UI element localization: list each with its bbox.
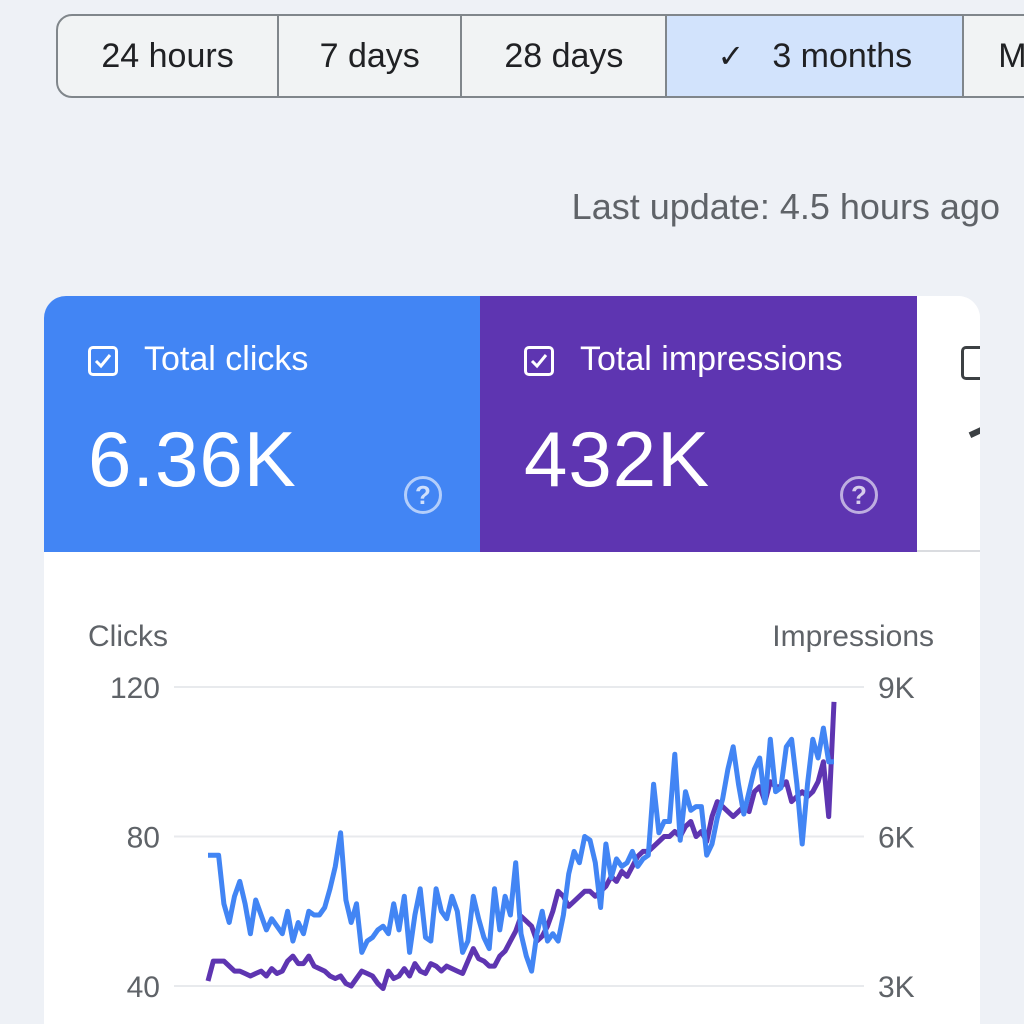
checkbox-unchecked-icon[interactable]: [961, 346, 980, 380]
range-7-days-button[interactable]: 7 days: [279, 16, 463, 96]
range-label: 28 days: [504, 36, 624, 75]
help-icon[interactable]: ?: [404, 476, 442, 514]
clicks-series-line: [208, 725, 834, 974]
y-left-tick-label: 120: [110, 672, 160, 705]
grid-lines: 120 9K 80 6K 40 3K: [110, 672, 915, 1004]
range-label: 7 days: [319, 36, 420, 75]
performance-chart: Clicks Impressions 120 9K 80 6K 40 3K: [44, 552, 980, 1024]
partial-metric-tile[interactable]: [917, 296, 980, 552]
checkbox-checked-icon[interactable]: [524, 346, 554, 376]
help-icon[interactable]: ?: [840, 476, 878, 514]
range-3-months-button[interactable]: ✓ 3 months: [667, 16, 965, 96]
y-left-tick-label: 40: [127, 971, 160, 1004]
total-impressions-tile[interactable]: Total impressions 432K ?: [480, 296, 917, 552]
metric-value: 6.36K: [88, 415, 297, 503]
date-range-selector: 24 hours 7 days 28 days ✓ 3 months M: [56, 14, 1024, 98]
total-clicks-tile[interactable]: Total clicks 6.36K ?: [44, 296, 480, 552]
impressions-series-line: [205, 701, 837, 991]
y-right-tick-label: 3K: [878, 971, 915, 1004]
y-left-tick-label: 80: [127, 822, 160, 855]
y-right-tick-label: 6K: [878, 822, 915, 855]
range-label: 3 months: [772, 36, 913, 75]
range-24-hours-button[interactable]: 24 hours: [58, 16, 280, 96]
range-28-days-button[interactable]: 28 days: [462, 16, 668, 96]
y-right-axis-label: Impressions: [772, 620, 934, 653]
y-right-tick-label: 9K: [878, 672, 915, 705]
performance-card: Total clicks 6.36K ? Total impressions 4…: [44, 296, 980, 1024]
line-chart: Clicks Impressions 120 9K 80 6K 40 3K: [88, 620, 934, 1004]
range-label: 24 hours: [101, 36, 234, 75]
check-icon: ✓: [717, 38, 745, 74]
metric-value-fragment: [968, 424, 980, 438]
checkbox-checked-icon[interactable]: [88, 346, 118, 376]
range-more-button[interactable]: M: [964, 16, 1024, 96]
metric-label: Total impressions: [580, 340, 843, 378]
last-update-text: Last update: 4.5 hours ago: [571, 186, 1000, 227]
y-left-axis-label: Clicks: [88, 620, 168, 653]
range-label: M: [998, 36, 1024, 75]
metric-value: 432K: [524, 415, 711, 503]
series-lines: [205, 701, 837, 991]
metric-label: Total clicks: [144, 340, 309, 378]
